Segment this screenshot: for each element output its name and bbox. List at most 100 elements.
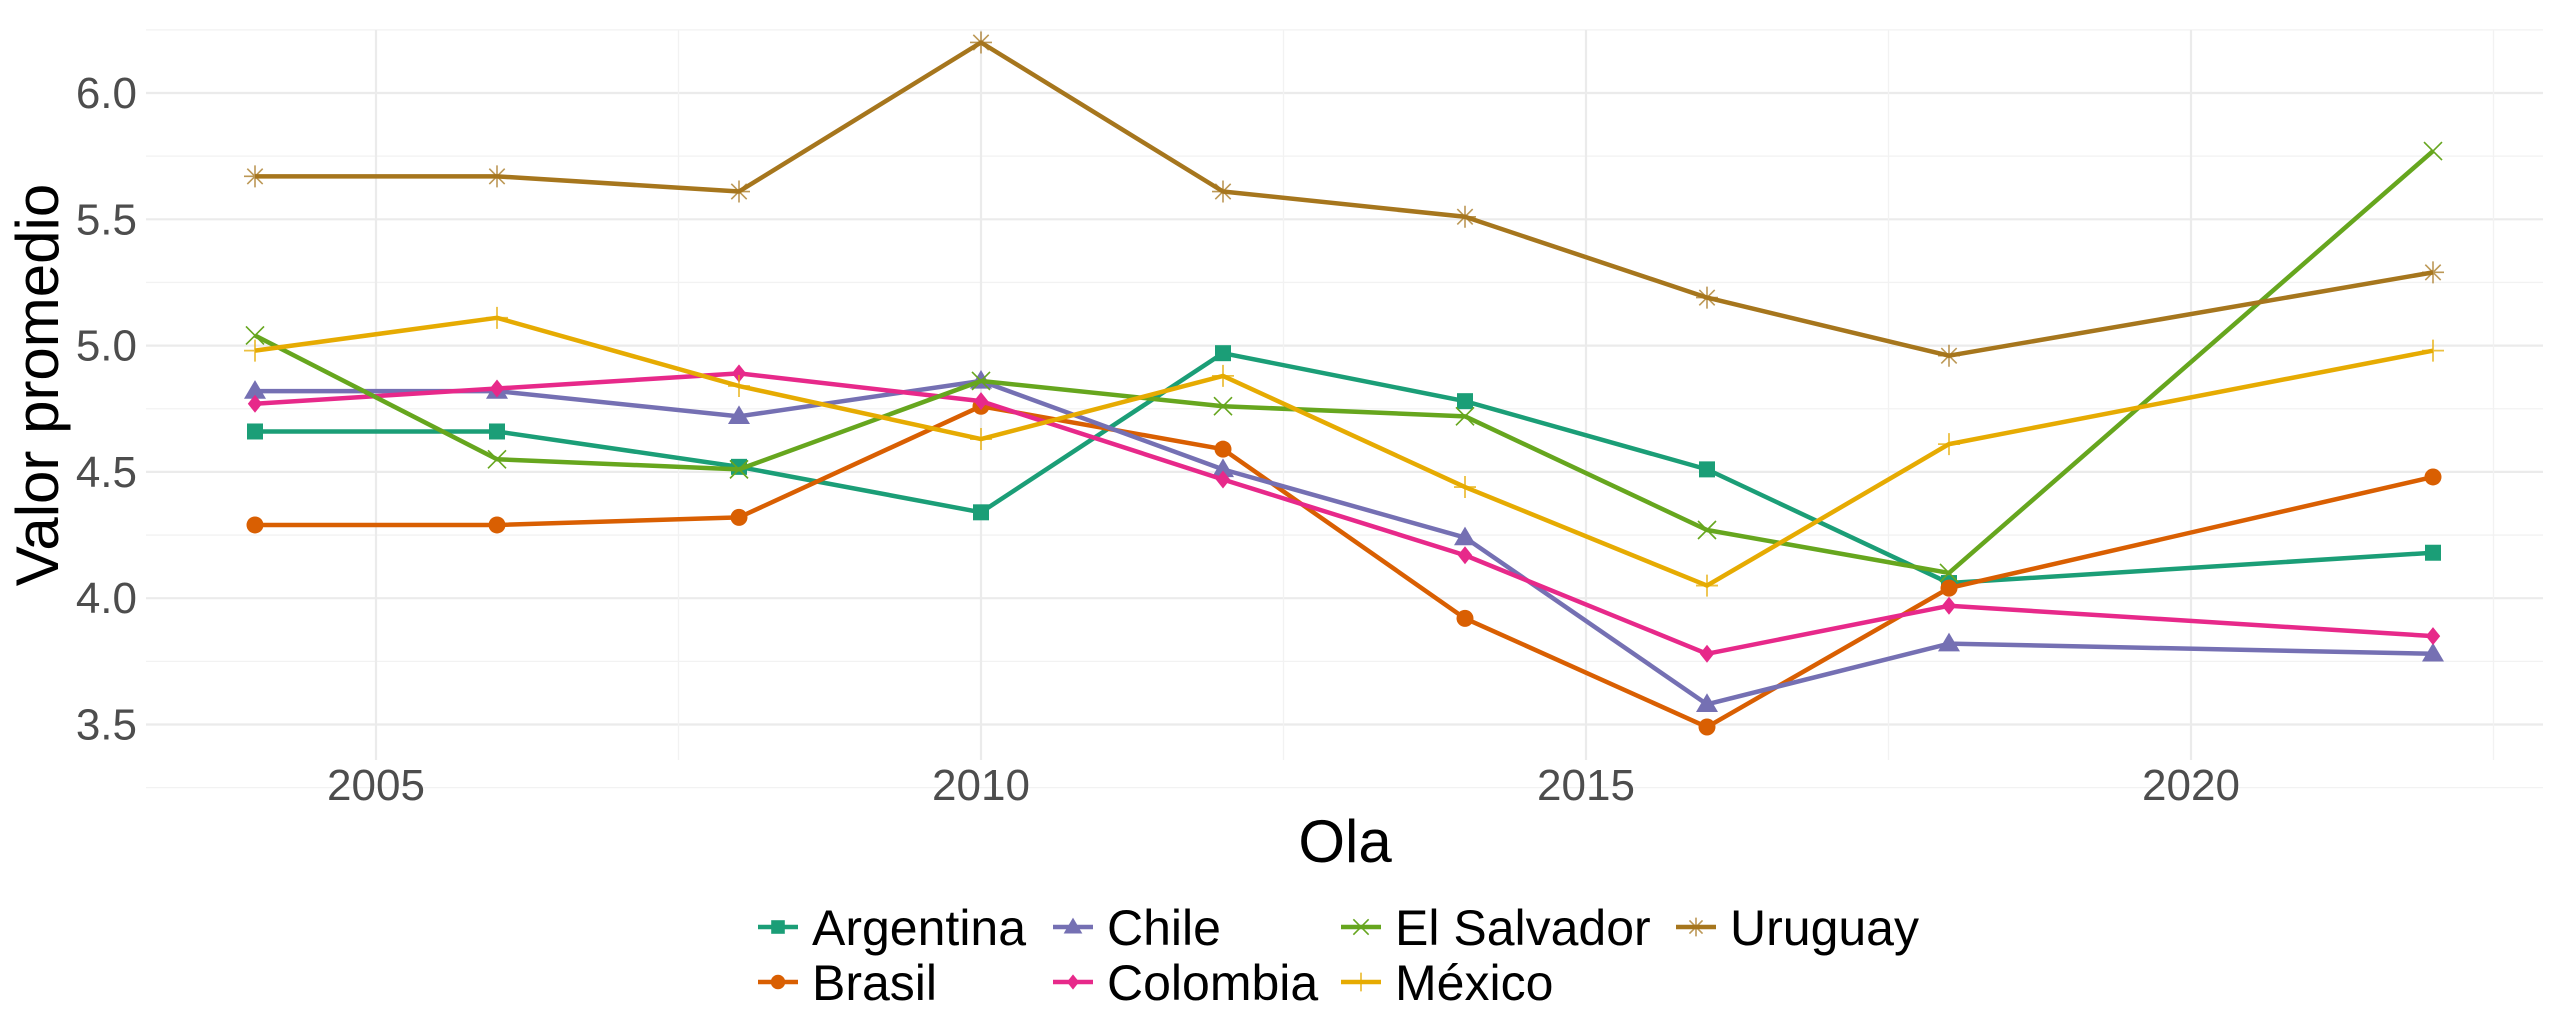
series-colombia bbox=[247, 364, 2441, 663]
legend-key-marker bbox=[1063, 917, 1083, 934]
data-point bbox=[1213, 396, 1233, 416]
series-brasil bbox=[246, 397, 2442, 736]
data-point bbox=[489, 423, 505, 440]
data-point bbox=[2425, 544, 2441, 561]
data-point bbox=[1699, 461, 1715, 478]
y-tick-label: 5.5 bbox=[76, 195, 137, 244]
data-point bbox=[244, 339, 266, 362]
data-point bbox=[247, 423, 263, 440]
data-point bbox=[973, 392, 989, 411]
data-point bbox=[244, 380, 266, 399]
legend: Argentina Chile El Salvador Uruguay Brasil Co… bbox=[758, 900, 1919, 1011]
data-point bbox=[728, 375, 750, 398]
data-point bbox=[1696, 574, 1718, 597]
legend-item: Colombia bbox=[1053, 955, 1318, 1011]
data-point bbox=[247, 394, 263, 413]
data-point bbox=[1699, 644, 1715, 663]
data-point bbox=[1457, 546, 1473, 565]
legend-label: Argentina bbox=[812, 900, 1026, 956]
data-point bbox=[1455, 406, 1475, 426]
data-point bbox=[1938, 433, 1960, 456]
series-mexico bbox=[244, 306, 2444, 597]
data-point bbox=[1215, 345, 1231, 362]
legend-item: Brasil bbox=[758, 955, 937, 1011]
series-line bbox=[254, 315, 2434, 588]
data-point bbox=[2423, 141, 2443, 161]
legend-item: El Salvador bbox=[1341, 900, 1651, 956]
data-point bbox=[731, 364, 747, 383]
data-point bbox=[1457, 393, 1473, 410]
data-point bbox=[2422, 339, 2444, 362]
series-line bbox=[255, 403, 2434, 730]
legend-item: Uruguay bbox=[1676, 900, 1919, 956]
y-tick-label: 4.0 bbox=[76, 574, 137, 623]
data-point bbox=[1215, 470, 1231, 489]
data-point bbox=[1212, 180, 1234, 203]
data-point bbox=[1941, 596, 1957, 615]
x-tick-label: 2005 bbox=[327, 761, 425, 810]
legend-label: Uruguay bbox=[1730, 900, 1919, 956]
data-point bbox=[1698, 718, 1716, 736]
x-tick-label: 2020 bbox=[2142, 761, 2240, 810]
data-point bbox=[246, 516, 264, 534]
legend-label: Colombia bbox=[1107, 955, 1318, 1011]
legend-item: México bbox=[1341, 955, 1553, 1011]
series bbox=[244, 31, 2444, 736]
data-point bbox=[2425, 627, 2441, 646]
x-axis-title: Ola bbox=[1298, 808, 1392, 875]
y-axis-title: Valor promedio bbox=[4, 184, 71, 586]
data-point bbox=[486, 165, 508, 188]
legend-key-marker bbox=[1351, 972, 1371, 992]
data-point bbox=[245, 325, 265, 346]
legend-item: Chile bbox=[1053, 900, 1221, 956]
series-chile bbox=[244, 369, 2444, 712]
series-line bbox=[255, 350, 2434, 586]
data-point bbox=[1939, 563, 1959, 583]
series-argentina bbox=[247, 345, 2441, 592]
data-point bbox=[971, 371, 991, 391]
legend-key-marker bbox=[1066, 974, 1080, 990]
data-point bbox=[728, 180, 750, 203]
series-el-salvador bbox=[245, 141, 2443, 583]
data-point bbox=[487, 449, 507, 469]
data-point bbox=[489, 379, 505, 398]
legend-key-marker bbox=[770, 974, 786, 990]
data-point bbox=[1454, 205, 1476, 228]
x-tick-label: 2010 bbox=[932, 761, 1030, 810]
data-point bbox=[1454, 476, 1476, 499]
data-point bbox=[1938, 344, 1960, 367]
legend-label: Chile bbox=[1107, 900, 1221, 956]
legend-key-marker bbox=[1352, 918, 1370, 936]
data-point bbox=[1938, 632, 1960, 652]
data-point bbox=[488, 516, 506, 534]
legend-key-marker bbox=[771, 920, 785, 934]
data-point bbox=[1940, 579, 1958, 597]
legend-item: Argentina bbox=[758, 900, 1026, 956]
data-point bbox=[728, 405, 750, 425]
x-axis-ticks: 2005 2010 2015 2020 bbox=[327, 761, 2240, 810]
series-line bbox=[255, 40, 2434, 358]
data-point bbox=[2422, 261, 2444, 284]
data-point bbox=[1696, 286, 1718, 309]
y-tick-label: 4.5 bbox=[76, 448, 137, 497]
y-tick-label: 3.5 bbox=[76, 701, 137, 750]
data-point bbox=[1696, 693, 1718, 712]
data-point bbox=[1456, 609, 1474, 627]
data-point bbox=[2424, 468, 2442, 486]
data-point bbox=[1212, 458, 1234, 478]
data-point bbox=[973, 504, 989, 521]
series-line bbox=[253, 149, 2435, 576]
data-point bbox=[1214, 440, 1232, 458]
legend-label: Brasil bbox=[812, 955, 937, 1011]
data-point bbox=[2422, 642, 2444, 662]
data-point bbox=[1697, 520, 1717, 540]
data-point bbox=[486, 306, 508, 329]
data-point bbox=[730, 508, 748, 526]
x-tick-label: 2015 bbox=[1537, 761, 1635, 810]
series-uruguay bbox=[244, 31, 2444, 367]
data-point bbox=[970, 428, 992, 451]
y-axis-ticks: 3.5 4.0 4.5 5.0 5.5 6.0 bbox=[76, 69, 137, 750]
data-point bbox=[970, 31, 992, 54]
legend-label: El Salvador bbox=[1395, 900, 1651, 956]
